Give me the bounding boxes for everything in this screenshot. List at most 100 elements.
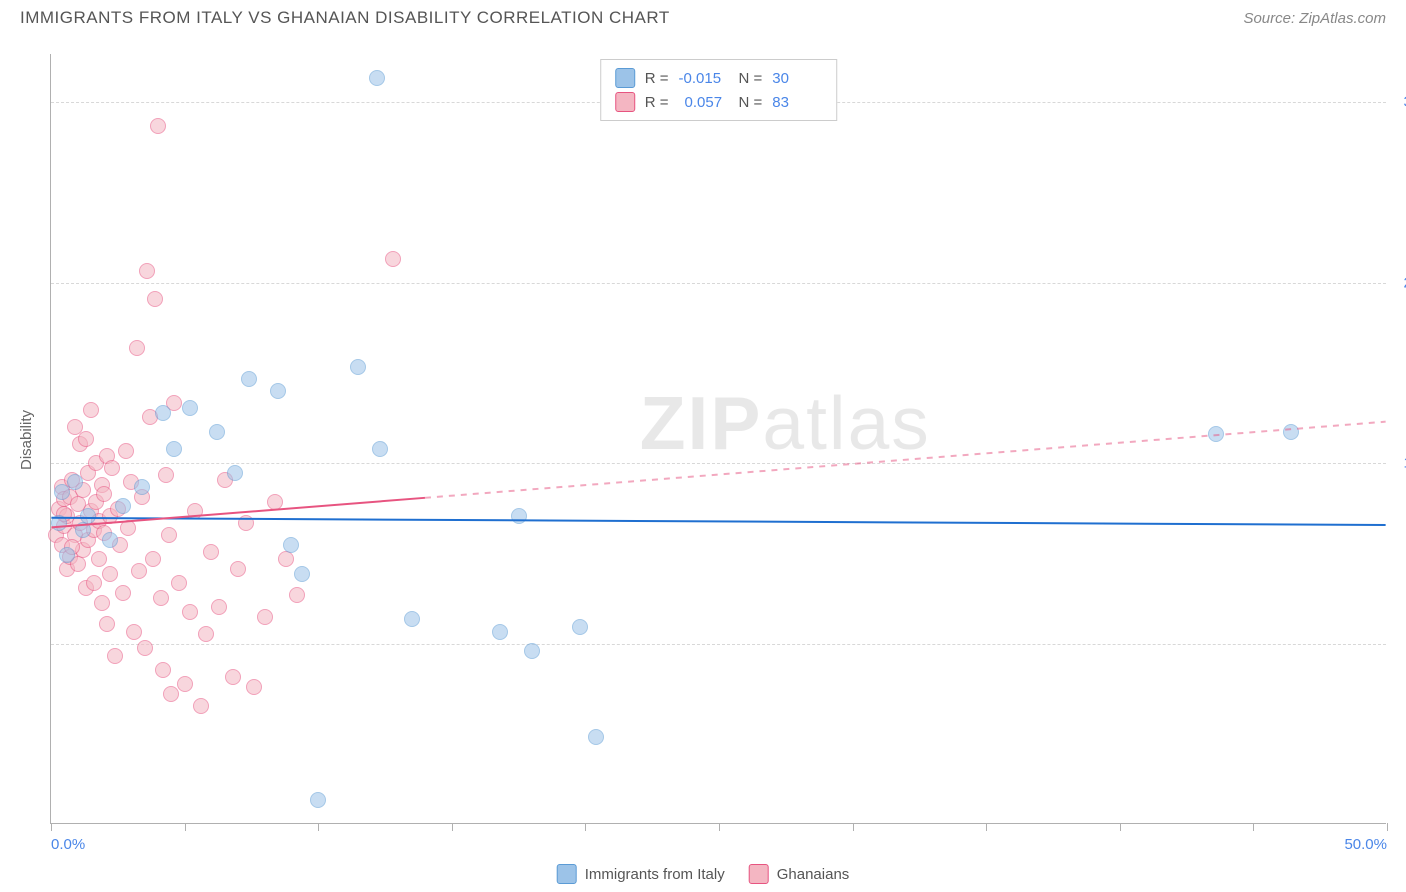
scatter-point — [150, 118, 166, 134]
scatter-point — [187, 503, 203, 519]
scatter-point — [177, 676, 193, 692]
scatter-point — [294, 566, 310, 582]
scatter-point — [51, 515, 67, 531]
scatter-point — [211, 599, 227, 615]
x-tick — [853, 823, 854, 831]
legend-stats-row: R = -0.015 N = 30 — [615, 66, 823, 90]
x-tick — [318, 823, 319, 831]
scatter-chart: ZIPatlas R = -0.015 N = 30 R = 0.057 N =… — [50, 54, 1386, 824]
scatter-point — [278, 551, 294, 567]
scatter-point — [161, 527, 177, 543]
source-label: Source: ZipAtlas.com — [1243, 10, 1386, 27]
scatter-point — [75, 522, 91, 538]
scatter-point — [104, 460, 120, 476]
scatter-point — [193, 698, 209, 714]
scatter-point — [83, 402, 99, 418]
x-tick — [719, 823, 720, 831]
scatter-point — [145, 551, 161, 567]
scatter-point — [134, 479, 150, 495]
scatter-point — [158, 467, 174, 483]
scatter-point — [59, 547, 75, 563]
scatter-point — [241, 371, 257, 387]
scatter-point — [267, 494, 283, 510]
scatter-point — [225, 669, 241, 685]
legend-item: Immigrants from Italy — [557, 864, 725, 884]
trend-lines — [51, 54, 1386, 823]
legend-swatch-icon — [615, 68, 635, 88]
scatter-point — [350, 359, 366, 375]
scatter-point — [171, 575, 187, 591]
scatter-point — [86, 575, 102, 591]
scatter-point — [78, 431, 94, 447]
scatter-point — [227, 465, 243, 481]
scatter-point — [198, 626, 214, 642]
scatter-point — [102, 566, 118, 582]
y-tick-label: 30.0% — [1391, 94, 1406, 111]
scatter-point — [1208, 426, 1224, 442]
scatter-point — [209, 424, 225, 440]
scatter-point — [67, 474, 83, 490]
scatter-point — [155, 662, 171, 678]
scatter-point — [203, 544, 219, 560]
watermark: ZIPatlas — [640, 380, 931, 466]
scatter-point — [230, 561, 246, 577]
scatter-point — [182, 604, 198, 620]
legend-swatch-icon — [615, 92, 635, 112]
scatter-point — [182, 400, 198, 416]
scatter-point — [139, 263, 155, 279]
scatter-point — [238, 515, 254, 531]
scatter-point — [166, 441, 182, 457]
scatter-point — [118, 443, 134, 459]
scatter-point — [107, 648, 123, 664]
scatter-point — [153, 590, 169, 606]
x-tick-label: 0.0% — [51, 836, 85, 853]
legend-stats-row: R = 0.057 N = 83 — [615, 90, 823, 114]
scatter-point — [1283, 424, 1299, 440]
scatter-point — [246, 679, 262, 695]
y-tick-label: 7.5% — [1391, 635, 1406, 652]
scatter-point — [289, 587, 305, 603]
scatter-point — [310, 792, 326, 808]
scatter-point — [369, 70, 385, 86]
legend-swatch-icon — [557, 864, 577, 884]
scatter-point — [588, 729, 604, 745]
scatter-point — [102, 532, 118, 548]
scatter-point — [492, 624, 508, 640]
gridline — [51, 283, 1386, 284]
chart-title: IMMIGRANTS FROM ITALY VS GHANAIAN DISABI… — [20, 8, 670, 28]
scatter-point — [404, 611, 420, 627]
scatter-point — [257, 609, 273, 625]
scatter-point — [115, 498, 131, 514]
x-tick-label: 50.0% — [1344, 836, 1387, 853]
legend-item: Ghanaians — [749, 864, 850, 884]
scatter-point — [91, 551, 107, 567]
scatter-point — [155, 405, 171, 421]
scatter-point — [120, 520, 136, 536]
chart-header: IMMIGRANTS FROM ITALY VS GHANAIAN DISABI… — [0, 0, 1406, 32]
x-tick — [51, 823, 52, 831]
scatter-point — [385, 251, 401, 267]
scatter-point — [80, 508, 96, 524]
y-tick-label: 22.5% — [1391, 274, 1406, 291]
x-tick — [452, 823, 453, 831]
scatter-point — [147, 291, 163, 307]
scatter-point — [96, 486, 112, 502]
x-tick — [585, 823, 586, 831]
scatter-point — [94, 595, 110, 611]
scatter-point — [115, 585, 131, 601]
scatter-point — [283, 537, 299, 553]
scatter-point — [137, 640, 153, 656]
gridline — [51, 644, 1386, 645]
scatter-point — [129, 340, 145, 356]
y-axis-label: Disability — [18, 410, 35, 470]
legend-swatch-icon — [749, 864, 769, 884]
legend-stats: R = -0.015 N = 30 R = 0.057 N = 83 — [600, 59, 838, 121]
scatter-point — [99, 616, 115, 632]
scatter-point — [131, 563, 147, 579]
legend-bottom: Immigrants from Italy Ghanaians — [557, 864, 850, 884]
scatter-point — [511, 508, 527, 524]
scatter-point — [372, 441, 388, 457]
scatter-point — [126, 624, 142, 640]
scatter-point — [572, 619, 588, 635]
scatter-point — [270, 383, 286, 399]
